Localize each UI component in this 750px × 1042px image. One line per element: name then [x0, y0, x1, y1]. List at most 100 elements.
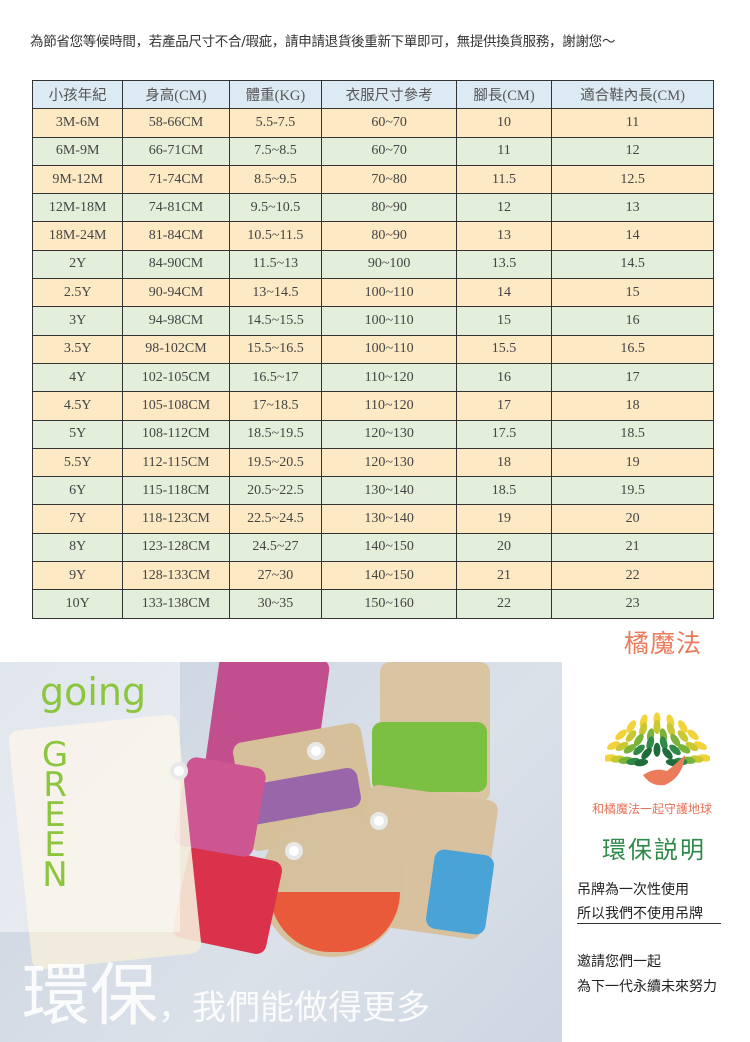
letter: G: [41, 735, 69, 775]
table-cell: 12M-18M: [31, 193, 124, 223]
eco-line: 為下一代永續未來努力: [577, 979, 717, 995]
table-cell: 8.5~9.5: [228, 164, 323, 195]
table-cell: 21: [551, 532, 714, 563]
table-cell: 105-108CM: [122, 391, 230, 421]
table-cell: 12.5: [551, 164, 714, 195]
table-cell: 24.5~27: [228, 532, 323, 563]
table-cell: 30~35: [228, 589, 323, 619]
table-cell: 15.5~16.5: [228, 334, 323, 364]
table-cell: 20: [455, 532, 553, 563]
table-cell: 9M-12M: [31, 164, 124, 195]
leaf: [646, 736, 655, 750]
table-row: 8Y 123-128CM 24.5~27 140~150 20 21: [31, 532, 714, 563]
table-cell: 13: [551, 193, 714, 223]
table-cell: 11: [551, 108, 714, 138]
column-header: 身高(CM): [122, 79, 230, 110]
table-cell: 133-138CM: [122, 589, 230, 619]
table-cell: 7.5~8.5: [228, 136, 323, 166]
table-cell: 17~18.5: [228, 391, 323, 421]
eco-line: 邀請您們一起: [577, 954, 661, 970]
table-cell: 20.5~22.5: [228, 476, 323, 506]
table-cell: 18.5: [455, 476, 553, 506]
column-header: 腳長(CM): [455, 79, 553, 110]
table-cell: 6M-9M: [31, 136, 124, 166]
table-cell: 140~150: [321, 532, 457, 563]
table-cell: 5.5Y: [31, 447, 124, 478]
table-cell: 18.5~19.5: [228, 419, 323, 449]
table-cell: 13: [455, 221, 553, 251]
leaf: [626, 720, 637, 733]
table-cell: 2Y: [31, 249, 124, 280]
brand-name: 橘魔法: [624, 629, 703, 658]
table-cell: 17.5: [455, 419, 553, 449]
table-row: 3.5Y 98-102CM 15.5~16.5 100~110 15.5 16.5: [31, 334, 714, 364]
table-cell: 110~120: [321, 362, 457, 393]
table-row: 10Y 133-138CM 30~35 150~160 22 23: [31, 589, 714, 619]
table-cell: 17: [551, 362, 714, 393]
table-cell: 11.5: [455, 164, 553, 195]
table-cell: 128-133CM: [122, 561, 230, 591]
table-cell: 3.5Y: [31, 334, 124, 364]
eco-slogan: 和橘魔法一起守護地球: [592, 802, 713, 816]
table-cell: 120~130: [321, 419, 457, 449]
table-cell: 6Y: [31, 476, 124, 506]
leaf: [669, 744, 681, 756]
table-row: 3M-6M 58-66CM 5.5-7.5 60~70 10 11: [31, 108, 714, 138]
eco-big-word: 環保: [22, 957, 159, 1036]
table-cell: 16.5: [551, 334, 714, 364]
eco-title: 環保説明: [602, 836, 706, 864]
table-cell: 3Y: [31, 306, 124, 336]
eco-line: 吊牌為一次性使用: [577, 882, 689, 898]
table-cell: 20: [551, 504, 714, 534]
table-cell: 18.5: [551, 419, 714, 449]
letter: R: [43, 765, 67, 805]
table-cell: 5.5-7.5: [228, 108, 323, 138]
table-cell: 12: [455, 193, 553, 223]
going-text: going: [40, 670, 147, 714]
table-cell: 58-66CM: [122, 108, 230, 138]
column-header: 小孩年紀: [31, 79, 124, 110]
table-cell: 14.5~15.5: [228, 306, 323, 336]
letter: N: [42, 855, 68, 895]
table-cell: 9Y: [31, 561, 124, 591]
table-cell: 120~130: [321, 447, 457, 478]
column-header: 體重(KG): [228, 79, 323, 110]
leaf: [615, 729, 627, 741]
table-cell: 12: [551, 136, 714, 166]
table-cell: 13.5: [455, 249, 553, 280]
table-cell: 71-74CM: [122, 164, 230, 195]
table-cell: 14.5: [551, 249, 714, 280]
leaf: [625, 730, 637, 742]
table-cell: 15: [551, 278, 714, 308]
table-row: 6Y 115-118CM 20.5~22.5 130~140 18.5 19.5: [31, 476, 714, 506]
table-cell: 60~70: [321, 108, 457, 138]
table-cell: 18: [551, 391, 714, 421]
table-cell: 16: [455, 362, 553, 393]
table-cell: 98-102CM: [122, 334, 230, 364]
green-vertical-text: G R E E N: [40, 735, 70, 895]
column-header: 適合鞋內長(CM): [551, 79, 714, 110]
leaf: [685, 741, 699, 752]
table-cell: 4Y: [31, 362, 124, 393]
table-cell: 102-105CM: [122, 362, 230, 393]
table-row: 9M-12M 71-74CM 8.5~9.5 70~80 11.5 12.5: [31, 164, 714, 195]
table-cell: 8Y: [31, 532, 124, 563]
table-row: 5Y 108-112CM 18.5~19.5 120~130 17.5 18.5: [31, 419, 714, 449]
leaf: [677, 744, 691, 754]
table-cell: 7Y: [31, 504, 124, 534]
leaf: [653, 720, 661, 734]
eco-tags-photo: going G R E E N 環保，我們能做得更多: [0, 662, 562, 1042]
table-row: 12M-18M 74-81CM 9.5~10.5 80~90 12 13: [31, 193, 714, 223]
table-cell: 100~110: [321, 278, 457, 308]
table-cell: 21: [455, 561, 553, 591]
table-cell: 9.5~10.5: [228, 193, 323, 223]
table-cell: 19: [551, 447, 714, 478]
tree-hand-logo-icon: [605, 712, 710, 786]
table-cell: 5Y: [31, 419, 124, 449]
table-cell: 16: [551, 306, 714, 336]
table-cell: 13~14.5: [228, 278, 323, 308]
eco-headline: 環保，我們能做得更多: [22, 940, 430, 1039]
table-cell: 84-90CM: [122, 249, 230, 280]
table-row: 5.5Y 112-115CM 19.5~20.5 120~130 18 19: [31, 447, 714, 478]
table-cell: 74-81CM: [122, 193, 230, 223]
